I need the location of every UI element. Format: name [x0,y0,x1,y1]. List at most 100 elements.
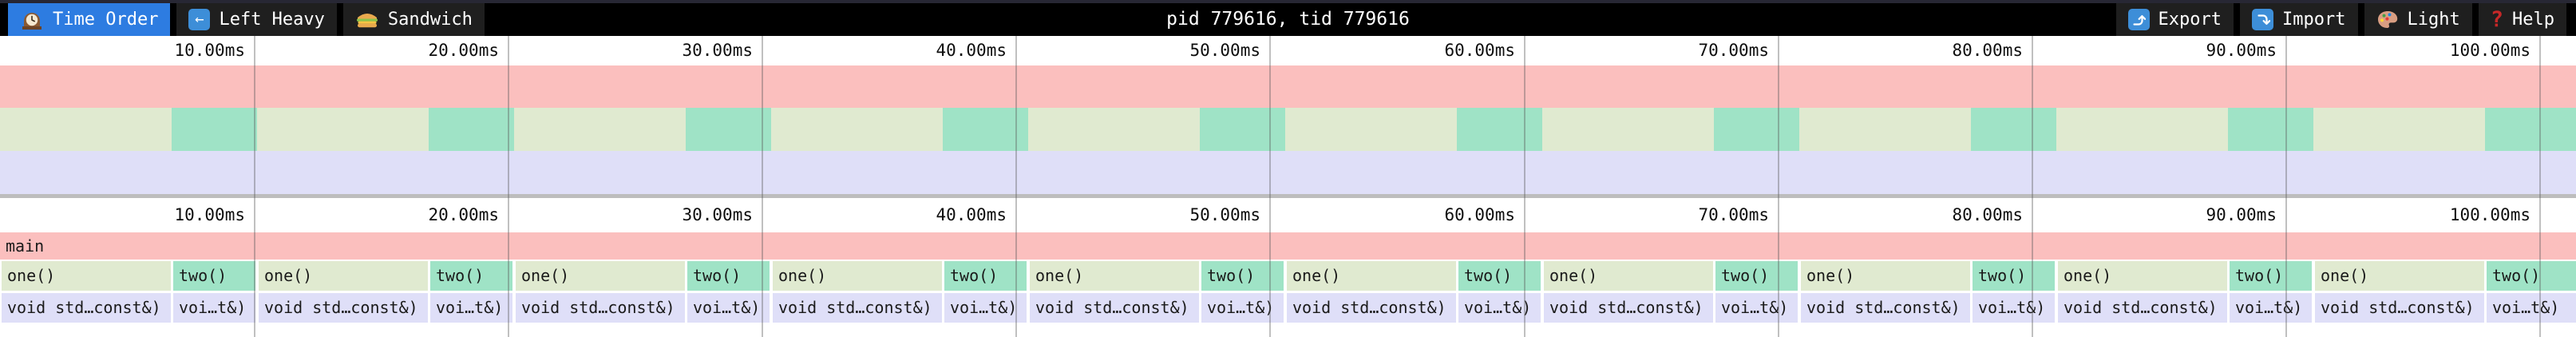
flame-two-block[interactable]: two() [2487,261,2576,291]
flame-one-block[interactable]: one() [2,261,171,291]
flame-two-block[interactable]: two() [2230,261,2312,291]
flame-two-block[interactable]: two() [1201,261,1284,291]
minimap-root-band[interactable] [0,65,2576,108]
flame-leaf-narrow-block[interactable]: voi…t&) [2230,293,2312,323]
flame-leaf-wide-block[interactable]: void std…const&) [2058,293,2227,323]
flame-one-block[interactable]: one() [516,261,685,291]
flame-two-block[interactable]: two() [1458,261,1541,291]
flame-one-block[interactable]: one() [773,261,942,291]
flame-one-block[interactable]: one() [2315,261,2484,291]
flame-leaf-narrow-block[interactable]: voi…t&) [430,293,512,323]
tab-label: Time Order [53,10,159,30]
flame-one-block[interactable]: one() [259,261,428,291]
action-label: Light [2407,10,2460,30]
minimap-two-block[interactable] [1457,108,1542,151]
clock-icon [20,8,44,32]
minimap-two-block[interactable] [1971,108,2056,151]
flame-root-block[interactable]: main [0,232,2576,260]
top-border [0,0,2576,3]
flame-leaf-wide-block[interactable]: void std…const&) [2315,293,2484,323]
flame-one-block[interactable]: one() [1544,261,1713,291]
ruler-tick-label: 100.00ms [2449,205,2530,224]
flamegraph-root-row: main [0,232,2576,260]
flame-one-block[interactable]: one() [1801,261,1970,291]
flame-leaf-narrow-block[interactable]: voi…t&) [2487,293,2576,323]
flame-leaf-wide-block[interactable]: void std…const&) [1030,293,1199,323]
flame-leaf-narrow-block[interactable]: voi…t&) [1973,293,2055,323]
action-label: Export [2158,10,2222,30]
minimap-two-block[interactable] [1200,108,1285,151]
tab-label: Left Heavy [219,10,325,30]
ruler-tick-label: 10.00ms [174,41,245,60]
ruler-tick-label: 30.00ms [682,205,753,224]
flame-one-block[interactable]: one() [1030,261,1199,291]
flame-leaf-narrow-block[interactable]: voi…t&) [1715,293,1798,323]
flame-leaf-narrow-block[interactable]: voi…t&) [944,293,1027,323]
flamegraph-children-row: one() two() one() two() one() two() one() two()… [0,261,2576,291]
flame-two-block[interactable]: two() [173,261,255,291]
ruler-tick-label: 80.00ms [1952,205,2023,224]
tab-time-order[interactable]: Time Order [8,3,171,36]
ruler-tick-label: 40.00ms [936,41,1007,60]
toolbar-bar: Time Order ← Left Heavy Sandwich pid 779 [0,3,2576,36]
ruler-tick-label: 100.00ms [2449,41,2530,60]
theme-toggle-button[interactable]: Light [2364,3,2472,36]
flame-two-block[interactable]: two() [1973,261,2055,291]
minimap-two-block[interactable] [1714,108,1799,151]
toolbar-actions: Export Import [2115,3,2573,36]
ruler-tick-label: 60.00ms [1444,41,1515,60]
minimap-two-block[interactable] [2228,108,2313,151]
minimap-children-band[interactable] [0,108,2576,151]
flame-leaf-wide-block[interactable]: void std…const&) [1544,293,1713,323]
flame-two-block[interactable]: two() [1715,261,1798,291]
flame-leaf-wide-block[interactable]: void std…const&) [1801,293,1970,323]
flame-leaf-narrow-block[interactable]: voi…t&) [173,293,255,323]
flamegraph-ruler[interactable]: 10.00ms 20.00ms 30.00ms 40.00ms 50.00ms 60.00… [0,198,2576,232]
help-button[interactable]: ? Help [2478,3,2566,36]
ruler-tick-label: 90.00ms [2206,205,2277,224]
import-button[interactable]: Import [2240,3,2358,36]
flame-leaf-narrow-block[interactable]: voi…t&) [1201,293,1284,323]
flamegraph-leaf-row: void std…const&) voi…t&) void std…const&) v… [0,293,2576,323]
ruler-tick-label: 10.00ms [174,205,245,224]
flame-one-block[interactable]: one() [1287,261,1456,291]
flame-leaf-wide-block[interactable]: void std…const&) [1287,293,1456,323]
flame-leaf-narrow-block[interactable]: voi…t&) [687,293,770,323]
flame-two-block[interactable]: two() [687,261,770,291]
import-icon [2252,9,2274,30]
palette-icon [2376,10,2399,30]
minimap-two-block[interactable] [429,108,514,151]
minimap-ruler[interactable]: 10.00ms 20.00ms 30.00ms 40.00ms 50.00ms 60.00… [0,36,2576,65]
ruler-tick-label: 20.00ms [428,41,499,60]
minimap-two-block[interactable] [943,108,1028,151]
minimap-two-block[interactable] [172,108,257,151]
toolbar: Time Order ← Left Heavy Sandwich pid 779 [0,0,2576,36]
window-title: pid 779616, tid 779616 [1166,9,1410,30]
flame-leaf-wide-block[interactable]: void std…const&) [516,293,685,323]
minimap-leaf-band[interactable] [0,151,2576,194]
flame-one-block[interactable]: one() [2058,261,2227,291]
flame-leaf-narrow-block[interactable]: voi…t&) [1458,293,1541,323]
flame-two-block[interactable]: two() [430,261,512,291]
action-label: Import [2282,10,2346,30]
flame-leaf-wide-block[interactable]: void std…const&) [773,293,942,323]
minimap-two-block[interactable] [686,108,771,151]
export-button[interactable]: Export [2115,3,2234,36]
ruler-tick-label: 30.00ms [682,41,753,60]
action-label: Help [2512,10,2554,30]
flame-leaf-wide-block[interactable]: void std…const&) [2,293,171,323]
ruler-tick-label: 90.00ms [2206,41,2277,60]
export-icon [2127,9,2150,30]
minimap-separator [0,194,2576,198]
ruler-tick-label: 50.00ms [1189,41,1260,60]
tab-left-heavy[interactable]: ← Left Heavy [176,3,337,36]
ruler-tick-label: 60.00ms [1444,205,1515,224]
ruler-tick-label: 40.00ms [936,205,1007,224]
flame-leaf-wide-block[interactable]: void std…const&) [259,293,428,323]
tab-sandwich[interactable]: Sandwich [342,3,485,36]
flame-two-block[interactable]: two() [944,261,1027,291]
minimap-two-block[interactable] [2485,108,2576,151]
ruler-tick-label: 70.00ms [1698,41,1769,60]
ruler-tick-label: 70.00ms [1698,205,1769,224]
